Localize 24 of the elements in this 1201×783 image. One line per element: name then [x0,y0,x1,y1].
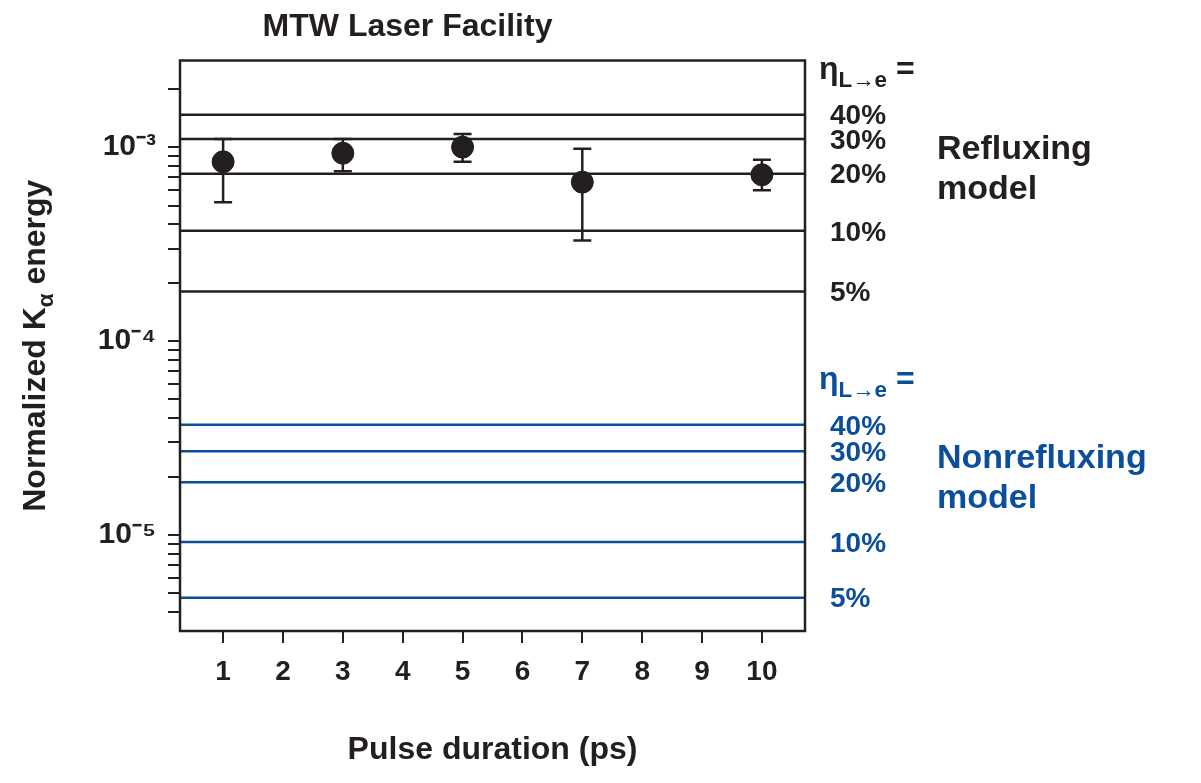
text: 10% [830,526,887,558]
text: 5% [830,276,871,308]
y-tick-label: 10⁻⁵ [98,516,156,550]
x-tick-label: 10 [746,654,778,686]
text: 10% [830,215,887,247]
x-tick-label: 2 [275,654,291,686]
x-tick-label: 8 [634,654,650,686]
text: 20% [830,158,887,190]
x-axis-title: Pulse duration (ps) [347,729,638,766]
text: 5% [830,582,871,614]
y-axis-title: Normalized Kα energy [16,179,58,512]
text: Refluxing model [937,127,1092,206]
x-tick-label: 1 [215,654,231,686]
chart-title: MTW Laser Facility [262,7,553,44]
y-tick-label: 10⁻³ [102,128,157,162]
y-tick-label: 10⁻⁴ [97,322,156,356]
x-tick-label: 5 [454,654,471,686]
x-tick-label: 3 [335,654,351,686]
text: 20% [830,467,887,499]
x-tick-label: 9 [694,654,710,686]
x-tick-label: 6 [514,654,531,686]
x-tick-label: 4 [394,654,411,686]
text: Nonrefluxing model [937,436,1147,515]
x-tick-label: 7 [574,654,591,686]
